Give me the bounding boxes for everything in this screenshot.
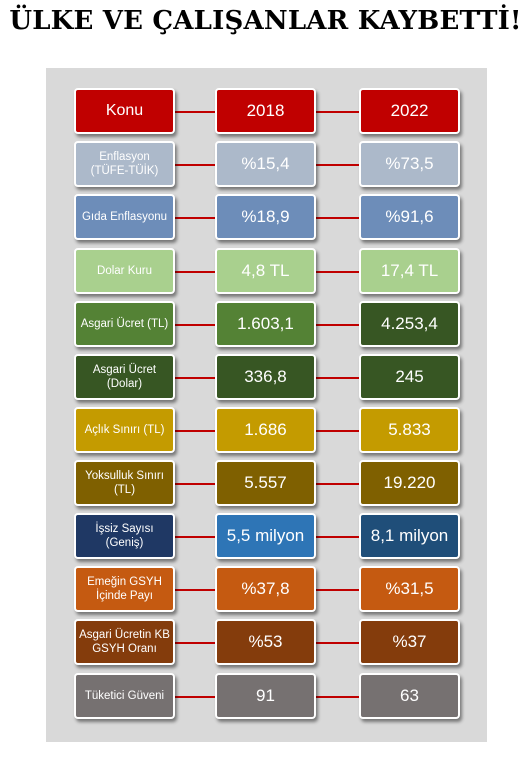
value-2022: %37 [359,619,460,665]
connector-line [316,324,359,326]
header-topic: Konu [74,88,175,134]
connector-line [316,483,359,485]
table-row: Emeğin GSYH İçinde Payı %37,8 %31,5 [46,566,487,612]
value-2018: 91 [215,673,316,719]
row-label: İşsiz Sayısı (Geniş) [74,513,175,559]
connector-line [175,430,215,432]
connector-line [316,164,359,166]
row-label: Tüketici Güveni [74,673,175,719]
connector-line [175,696,215,698]
value-2018: 4,8 TL [215,248,316,294]
header-row: Konu 2018 2022 [46,88,487,134]
value-2022: %91,6 [359,194,460,240]
row-label: Dolar Kuru [74,248,175,294]
value-2022: 5.833 [359,407,460,453]
page-title: ÜLKE VE ÇALIŞANLAR KAYBETTİ! [9,6,522,36]
comparison-table: Konu 2018 2022 Enflasyon (TÜFE-TÜİK) %15… [46,68,487,742]
row-label: Yoksulluk Sınırı (TL) [74,460,175,506]
value-2018: %15,4 [215,141,316,187]
table-row: Tüketici Güveni 91 63 [46,673,487,719]
table-row: Gıda Enflasyonu %18,9 %91,6 [46,194,487,240]
connector-line [316,430,359,432]
table-row: Açlık Sınırı (TL) 1.686 5.833 [46,407,487,453]
connector-line [316,217,359,219]
connector-line [175,217,215,219]
value-2018: 5.557 [215,460,316,506]
connector-line [316,377,359,379]
connector-line [316,589,359,591]
value-2022: 63 [359,673,460,719]
value-2018: 1.686 [215,407,316,453]
connector-line [175,324,215,326]
connector-line [316,111,359,113]
row-label: Asgari Ücret (Dolar) [74,354,175,400]
connector-line [316,536,359,538]
value-2018: 336,8 [215,354,316,400]
table-row: Asgari Ücret (Dolar) 336,8 245 [46,354,487,400]
connector-line [316,642,359,644]
table-row: Enflasyon (TÜFE-TÜİK) %15,4 %73,5 [46,141,487,187]
value-2022: 4.253,4 [359,301,460,347]
row-label: Açlık Sınırı (TL) [74,407,175,453]
row-label: Asgari Ücret (TL) [74,301,175,347]
value-2018: %37,8 [215,566,316,612]
header-2022: 2022 [359,88,460,134]
value-2018: %53 [215,619,316,665]
table-row: Asgari Ücret (TL) 1.603,1 4.253,4 [46,301,487,347]
connector-line [175,536,215,538]
value-2022: 17,4 TL [359,248,460,294]
value-2018: 5,5 milyon [215,513,316,559]
connector-line [316,271,359,273]
table-row: Asgari Ücretin KB GSYH Oranı %53 %37 [46,619,487,665]
value-2018: %18,9 [215,194,316,240]
connector-line [175,271,215,273]
value-2022: %73,5 [359,141,460,187]
row-label: Asgari Ücretin KB GSYH Oranı [74,619,175,665]
row-label: Enflasyon (TÜFE-TÜİK) [74,141,175,187]
table-row: Dolar Kuru 4,8 TL 17,4 TL [46,248,487,294]
connector-line [175,164,215,166]
connector-line [175,642,215,644]
table-row: İşsiz Sayısı (Geniş) 5,5 milyon 8,1 mily… [46,513,487,559]
value-2022: 19.220 [359,460,460,506]
value-2022: 8,1 milyon [359,513,460,559]
connector-line [316,696,359,698]
header-2018: 2018 [215,88,316,134]
value-2022: %31,5 [359,566,460,612]
table-row: Yoksulluk Sınırı (TL) 5.557 19.220 [46,460,487,506]
connector-line [175,111,215,113]
value-2018: 1.603,1 [215,301,316,347]
connector-line [175,589,215,591]
row-label: Gıda Enflasyonu [74,194,175,240]
row-label: Emeğin GSYH İçinde Payı [74,566,175,612]
connector-line [175,483,215,485]
connector-line [175,377,215,379]
value-2022: 245 [359,354,460,400]
